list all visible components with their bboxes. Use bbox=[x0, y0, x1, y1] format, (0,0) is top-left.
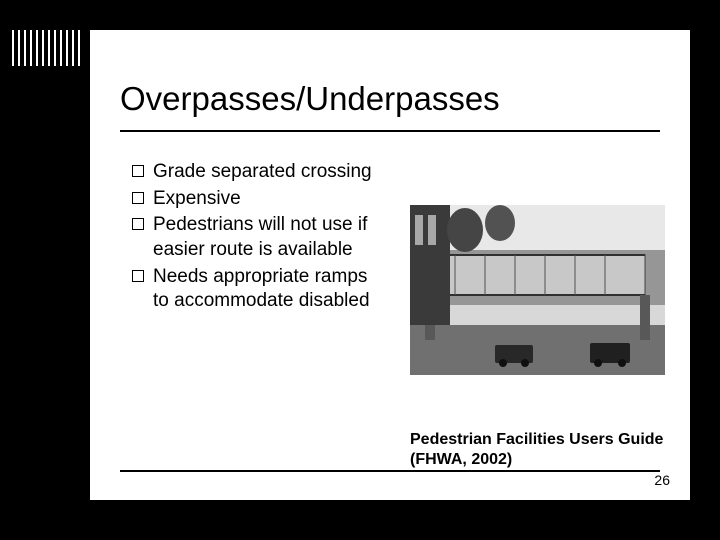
photo-caption: Pedestrian Facilities Users Guide (FHWA,… bbox=[410, 430, 670, 470]
stripe bbox=[12, 30, 14, 66]
stripe bbox=[18, 30, 20, 66]
overpass-photo bbox=[410, 205, 665, 375]
slide-title: Overpasses/Underpasses bbox=[120, 80, 500, 118]
bullet-marker-icon bbox=[132, 218, 144, 230]
stripe bbox=[36, 30, 38, 66]
slide-body: Overpasses/Underpasses Grade separated c… bbox=[90, 30, 690, 500]
decorative-stripes bbox=[0, 0, 90, 540]
stripe bbox=[78, 30, 80, 66]
stripe bbox=[24, 30, 26, 66]
bullet-text: Pedestrians will not use if easier route… bbox=[153, 213, 387, 262]
bullet-item: Grade separated crossing bbox=[132, 160, 387, 185]
bullet-marker-icon bbox=[132, 270, 144, 282]
stripe bbox=[60, 30, 62, 66]
bullet-item: Needs appropriate ramps to accommodate d… bbox=[132, 265, 387, 314]
stripe bbox=[54, 30, 56, 66]
bullet-marker-icon bbox=[132, 192, 144, 204]
stripe bbox=[42, 30, 44, 66]
bullet-text: Grade separated crossing bbox=[153, 160, 372, 185]
stripe bbox=[72, 30, 74, 66]
bullet-item: Pedestrians will not use if easier route… bbox=[132, 213, 387, 262]
bullet-item: Expensive bbox=[132, 187, 387, 212]
bullet-marker-icon bbox=[132, 165, 144, 177]
stripe bbox=[66, 30, 68, 66]
stripe bbox=[30, 30, 32, 66]
title-underline bbox=[120, 130, 660, 132]
bullet-text: Needs appropriate ramps to accommodate d… bbox=[153, 265, 387, 314]
stripe bbox=[48, 30, 50, 66]
bullet-text: Expensive bbox=[153, 187, 241, 212]
footer-rule bbox=[120, 470, 660, 472]
bullet-list: Grade separated crossingExpensivePedestr… bbox=[132, 160, 387, 316]
page-number: 26 bbox=[654, 472, 670, 488]
